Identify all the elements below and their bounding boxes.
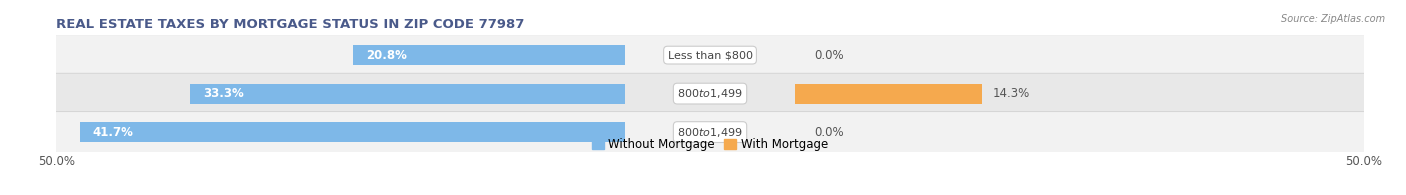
Text: 20.8%: 20.8%	[366, 49, 406, 62]
Text: REAL ESTATE TAXES BY MORTGAGE STATUS IN ZIP CODE 77987: REAL ESTATE TAXES BY MORTGAGE STATUS IN …	[56, 18, 524, 31]
FancyBboxPatch shape	[55, 112, 1365, 152]
Text: 41.7%: 41.7%	[93, 126, 134, 139]
Text: 14.3%: 14.3%	[993, 87, 1029, 100]
Bar	[353, 45, 626, 65]
Text: $800 to $1,499: $800 to $1,499	[678, 87, 742, 100]
Text: 0.0%: 0.0%	[814, 49, 844, 62]
Text: Source: ZipAtlas.com: Source: ZipAtlas.com	[1281, 14, 1385, 24]
Text: 0.0%: 0.0%	[814, 126, 844, 139]
FancyBboxPatch shape	[55, 35, 1365, 75]
Text: Less than $800: Less than $800	[668, 50, 752, 60]
FancyBboxPatch shape	[55, 73, 1365, 114]
Bar	[794, 84, 981, 104]
Text: 33.3%: 33.3%	[202, 87, 243, 100]
Bar	[190, 84, 626, 104]
Text: $800 to $1,499: $800 to $1,499	[678, 126, 742, 139]
Bar	[80, 122, 626, 142]
Legend: Without Mortgage, With Mortgage: Without Mortgage, With Mortgage	[588, 133, 832, 156]
